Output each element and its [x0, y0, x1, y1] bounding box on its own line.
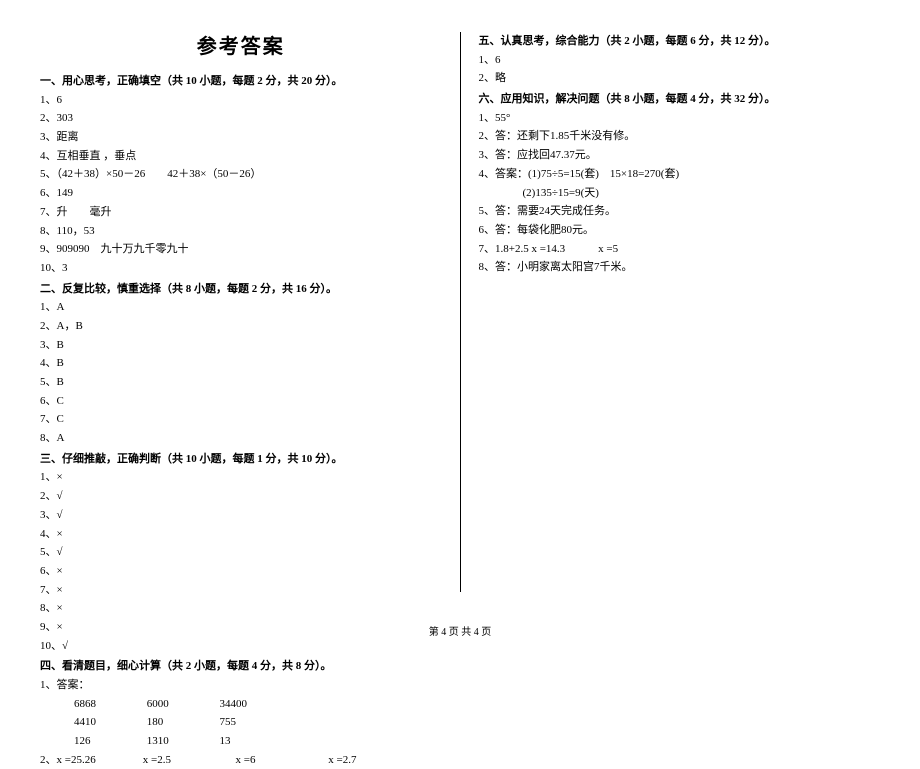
s6-item: 5、答：需要24天完成任务。: [479, 202, 881, 221]
left-column: 参考答案 一、用心思考，正确填空（共 10 小题，每题 2 分，共 20 分）。…: [40, 30, 460, 580]
s2-item: 2、A，B: [40, 317, 442, 336]
s4-cell: 34400: [220, 695, 290, 714]
s1-item: 8、110，53: [40, 222, 442, 241]
section-3-head: 三、仔细推敲，正确判断（共 10 小题，每题 1 分，共 10 分）。: [40, 450, 442, 469]
s4-l2-cell: x =2.7: [328, 751, 406, 769]
s4-line2: 2、x =25.26 x =2.5 x =6 x =2.7: [40, 751, 442, 769]
s1-item: 1、6: [40, 91, 442, 110]
s2-item: 1、A: [40, 298, 442, 317]
section-2-head: 二、反复比较，慎重选择（共 8 小题，每题 2 分，共 16 分）。: [40, 280, 442, 299]
s1-item: 9、909090 九十万九千零九十: [40, 240, 442, 259]
s2-item: 7、C: [40, 410, 442, 429]
section-6-head: 六、应用知识，解决问题（共 8 小题，每题 4 分，共 32 分）。: [479, 90, 881, 109]
s6-item: (2)135÷15=9(天): [479, 184, 881, 203]
s4-cell: 4410: [74, 713, 144, 732]
s1-item: 5、（42＋38）×50－26 42＋38×（50－26）: [40, 165, 442, 184]
s4-cell: 13: [220, 732, 290, 751]
s4-cell: 1310: [147, 732, 217, 751]
s6-item: 2、答：还剩下1.85千米没有修。: [479, 127, 881, 146]
s6-item: 7、1.8+2.5 x =14.3 x =5: [479, 240, 881, 259]
section-5-head: 五、认真思考，综合能力（共 2 小题，每题 6 分，共 12 分）。: [479, 32, 881, 51]
s1-item: 3、距离: [40, 128, 442, 147]
s6-item: 4、答案：(1)75÷5=15(套) 15×18=270(套): [479, 165, 881, 184]
s2-item: 5、B: [40, 373, 442, 392]
s1-item: 4、互相垂直 ，垂点: [40, 147, 442, 166]
s1-item: 7、升 毫升: [40, 203, 442, 222]
s6-item: 3、答：应找回47.37元。: [479, 146, 881, 165]
s3-item: 3、√: [40, 506, 442, 525]
s4-cell: 126: [74, 732, 144, 751]
s4-cell: 6000: [147, 695, 217, 714]
s4-l2-cell: x =2.5: [143, 751, 233, 769]
s1-item: 6、149: [40, 184, 442, 203]
s4-cell: 180: [147, 713, 217, 732]
right-column: 五、认真思考，综合能力（共 2 小题，每题 6 分，共 12 分）。 1、6 2…: [461, 30, 881, 580]
doc-title: 参考答案: [40, 30, 442, 64]
s2-item: 3、B: [40, 336, 442, 355]
s1-item: 2、303: [40, 109, 442, 128]
s3-item: 5、√: [40, 543, 442, 562]
s3-item: 6、×: [40, 562, 442, 581]
s1-item: 10、3: [40, 259, 442, 278]
s4-row: 6868 6000 34400: [40, 695, 442, 714]
s3-item: 1、×: [40, 468, 442, 487]
s3-item: 10、√: [40, 637, 442, 656]
s4-l2-cell: 2、x =25.26: [40, 751, 140, 769]
s6-item: 8、答：小明家离太阳宫7千米。: [479, 258, 881, 277]
s2-item: 6、C: [40, 392, 442, 411]
s5-item: 2、略: [479, 69, 881, 88]
s4-line1: 1、答案：: [40, 676, 442, 695]
s3-item: 7、×: [40, 581, 442, 600]
page-footer: 第 4 页 共 4 页: [0, 623, 920, 638]
s4-row: 4410 180 755: [40, 713, 442, 732]
s5-item: 1、6: [479, 51, 881, 70]
page: 参考答案 一、用心思考，正确填空（共 10 小题，每题 2 分，共 20 分）。…: [0, 0, 920, 600]
s6-item: 1、55°: [479, 109, 881, 128]
s4-cell: 6868: [74, 695, 144, 714]
s3-item: 4、×: [40, 525, 442, 544]
s3-item: 2、√: [40, 487, 442, 506]
s4-cell: 755: [220, 713, 290, 732]
section-1-head: 一、用心思考，正确填空（共 10 小题，每题 2 分，共 20 分）。: [40, 72, 442, 91]
s2-item: 8、A: [40, 429, 442, 448]
s6-item: 6、答：每袋化肥80元。: [479, 221, 881, 240]
s2-item: 4、B: [40, 354, 442, 373]
s4-l2-cell: x =6: [236, 751, 326, 769]
section-4-head: 四、看清题目，细心计算（共 2 小题，每题 4 分，共 8 分）。: [40, 657, 442, 676]
s3-item: 8、×: [40, 599, 442, 618]
s4-row: 126 1310 13: [40, 732, 442, 751]
